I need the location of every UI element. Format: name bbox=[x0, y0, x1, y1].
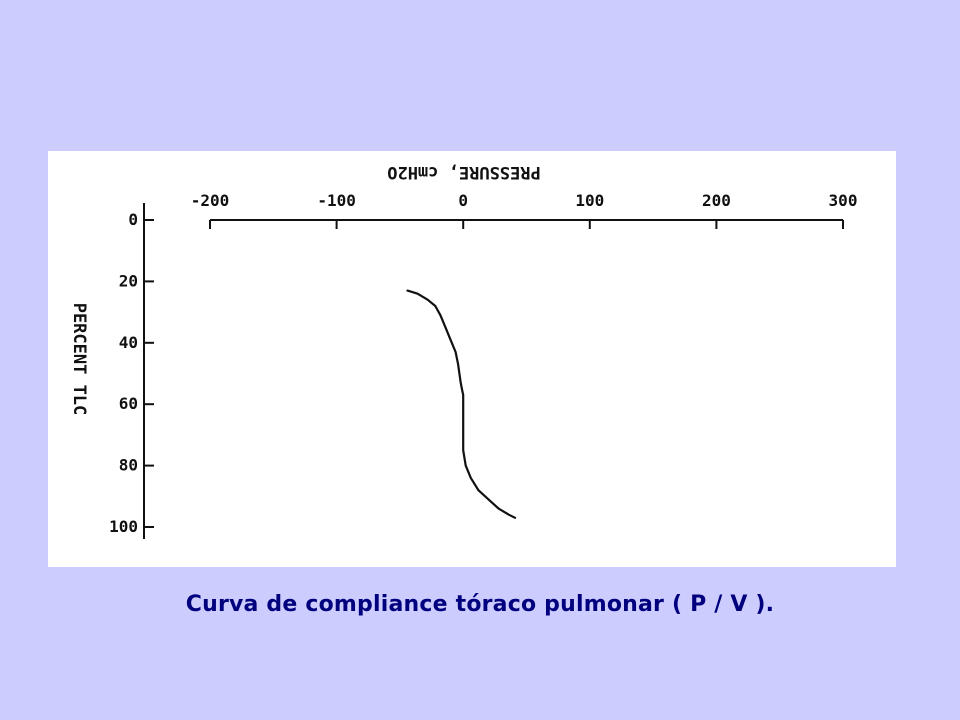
axes bbox=[143, 203, 844, 539]
x-tick-label: 200 bbox=[702, 191, 731, 210]
y-tick-label: 60 bbox=[119, 394, 138, 413]
x-tick-label: -200 bbox=[191, 191, 230, 210]
y-tick-label: 80 bbox=[119, 456, 138, 475]
x-tick-label: 100 bbox=[575, 191, 604, 210]
y-axis-title: PERCENT TLC bbox=[69, 303, 89, 416]
series-layer bbox=[406, 289, 517, 519]
x-tick-label: -100 bbox=[317, 191, 356, 210]
x-axis-title: PRESSURE, cmH2O bbox=[387, 162, 541, 182]
labels-layer: -200 -100 0 100 200 300 0 20 40 60 80 100 PRESSURE, … bbox=[69, 162, 857, 536]
y-tick-label: 20 bbox=[119, 271, 138, 290]
x-tick-label: 300 bbox=[829, 191, 858, 210]
y-tick-label: 100 bbox=[109, 517, 138, 536]
x-tick-label: 0 bbox=[458, 191, 468, 210]
y-tick-label: 0 bbox=[128, 210, 138, 229]
series-line bbox=[406, 289, 517, 519]
slide-caption: Curva de compliance tóraco pulmonar ( P … bbox=[185, 592, 775, 617]
chart-panel: -200 -100 0 100 200 300 0 20 40 60 80 100 PRESSURE, … bbox=[48, 151, 896, 567]
pv-curve-chart: -200 -100 0 100 200 300 0 20 40 60 80 100 PRESSURE, … bbox=[69, 162, 857, 539]
y-tick-label: 40 bbox=[119, 333, 138, 352]
